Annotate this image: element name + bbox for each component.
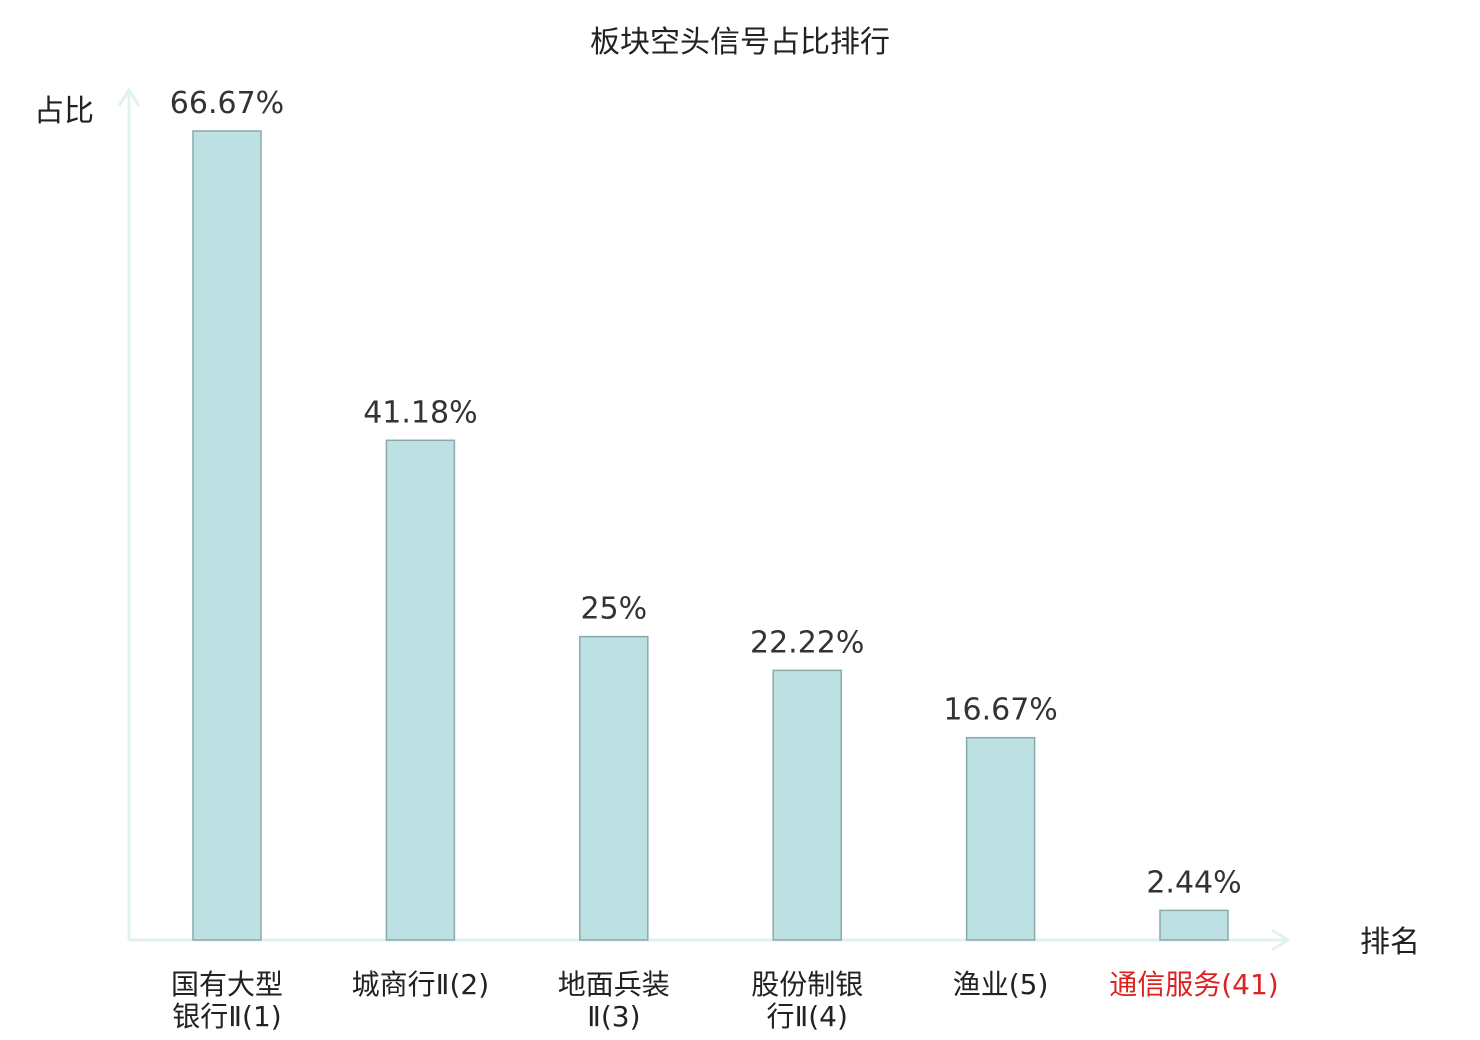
category-label-3: 地面兵装 Ⅱ(3) [558,968,670,1033]
chart-title: 板块空头信号占比排行 [590,25,890,60]
category-label-6: 通信服务(41) [1109,968,1278,1001]
y-axis-label: 占比 [34,94,94,129]
category-label-line: 行Ⅱ(4) [766,1000,847,1033]
bar-3 [579,635,649,941]
bar-value-label-5: 16.67% [943,693,1057,728]
category-label-line: 地面兵装 [558,968,670,1001]
category-label-line: 股份制银 [751,968,863,1001]
category-label-2: 城商行Ⅱ(2) [352,968,489,1001]
bar-1 [192,130,262,941]
x-axis-label: 排名 [1360,925,1420,960]
category-label-1: 国有大型银行Ⅱ(1) [171,968,283,1033]
bar-5 [965,736,1036,941]
bars-group: 66.67% 国有大型银行Ⅱ(1) 41.18% 城商行Ⅱ(2) 25% 地面兵装 Ⅱ(3)… [170,86,1279,1033]
category-label-4: 股份制银行Ⅱ(4) [751,968,863,1033]
bar-value-label-4: 22.22% [750,625,864,660]
category-label-line: 通信服务(41) [1109,968,1278,1001]
category-label-line: Ⅱ(3) [587,1000,640,1033]
bar-value-label-2: 41.18% [363,395,477,430]
bar-value-label-1: 66.67% [170,86,284,121]
category-label-line: 城商行Ⅱ(2) [352,968,489,1001]
category-label-line: 渔业(5) [953,968,1049,1001]
category-label-line: 银行Ⅱ(1) [172,1000,281,1033]
bar-2 [385,439,456,941]
bar-value-label-6: 2.44% [1146,865,1241,900]
y-axis-arrow [117,87,141,107]
category-label-5: 渔业(5) [953,968,1049,1001]
x-axis-arrow [1271,928,1291,952]
bar-6 [1159,909,1229,941]
bar-4 [772,669,842,941]
bar-value-label-3: 25% [580,592,647,627]
category-label-line: 国有大型 [171,968,283,1001]
